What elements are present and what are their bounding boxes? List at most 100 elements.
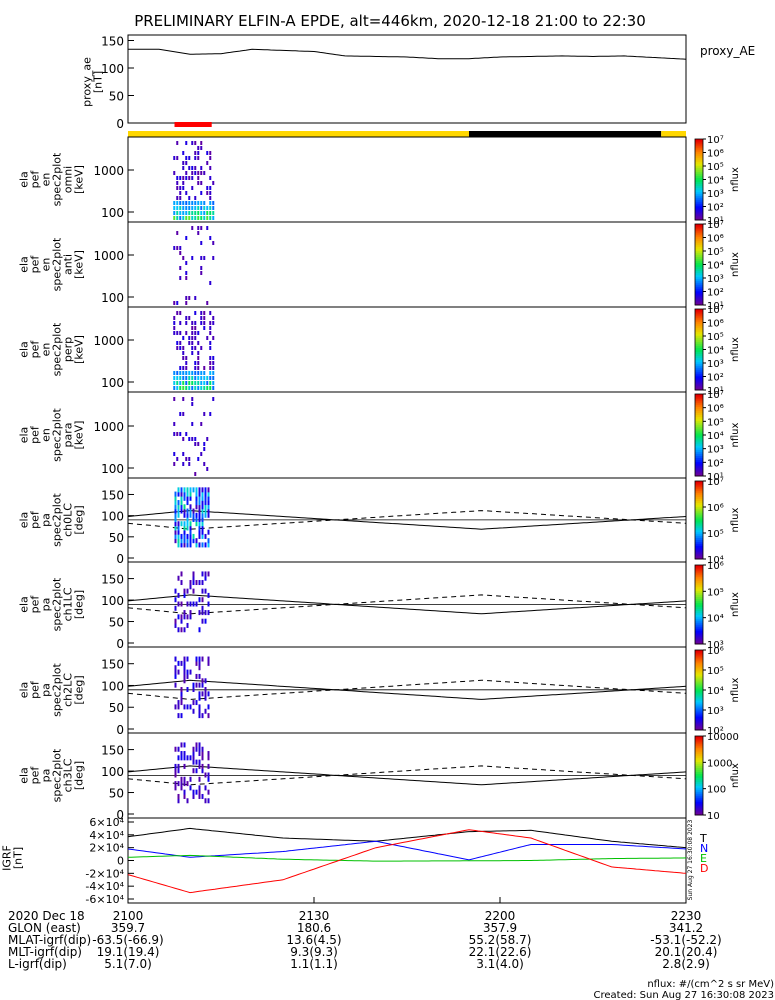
spec-pixel (209, 376, 212, 380)
spec-pixel (200, 422, 203, 426)
spec-pixel (179, 412, 182, 416)
spec-colorbar-tick-label: 10⁴ (707, 431, 724, 442)
spec-pixel (179, 432, 182, 436)
pa-pixel (201, 597, 204, 603)
ae-ytick-label: 150 (101, 35, 124, 49)
spec-pixel (197, 171, 200, 175)
pa-pixel (177, 500, 180, 506)
pa-pixel (201, 678, 204, 684)
spec-pixel (179, 191, 182, 195)
pa-pixel (198, 610, 201, 616)
spec-pixel (206, 226, 209, 230)
spec-pixel (182, 376, 185, 380)
pa-colorbar-label: nflux (730, 763, 741, 788)
pa-colorbar-band (695, 668, 703, 671)
spec-pixel (188, 211, 191, 215)
spec-colorbar-tick-label: 10³ (707, 445, 724, 456)
spec-colorbar-band (695, 363, 703, 367)
spec-ytick-label: 1000 (93, 249, 124, 263)
pa-pixel (201, 610, 204, 616)
pa-pixel (183, 627, 186, 633)
pa-pixel (177, 538, 180, 544)
pa-colorbar-band (695, 565, 703, 568)
pa-pixel (186, 491, 189, 497)
spec-pixel (185, 171, 188, 175)
pa-ytick-label: 150 (101, 488, 124, 502)
pa-pixel (201, 504, 204, 510)
pa-pixel (198, 785, 201, 791)
spec-pixel (173, 432, 176, 436)
pa-pixel (201, 751, 204, 757)
spec-pixel (209, 361, 212, 365)
spec-colorbar-tick-label: 10² (707, 203, 724, 214)
igrf-line-E (127, 854, 687, 862)
pa-pixel (174, 533, 177, 539)
spec-colorbar-band (695, 441, 703, 444)
spec-pixel (188, 376, 191, 380)
pa-pixel (174, 673, 177, 679)
spec-panel-frame (127, 136, 687, 223)
spec-pixel (191, 397, 194, 401)
pa-pixel (198, 529, 201, 535)
spec-colorbar-band (695, 234, 703, 237)
spec-pixel (197, 151, 200, 155)
spec-pixel (176, 341, 179, 345)
pa-colorbar-band (695, 596, 703, 600)
spec-pixel (203, 201, 206, 205)
spec-pixel (197, 361, 200, 365)
spec-ytick-label: 100 (101, 462, 124, 476)
spec-pixel (209, 166, 212, 170)
spec-pixel (197, 211, 200, 215)
pa-pixel (204, 772, 207, 778)
spec-pixel (176, 301, 179, 305)
spec-pixel (194, 141, 197, 145)
spec-pixel (191, 176, 194, 180)
pa-pixel (192, 571, 195, 577)
spec-colorbar-band (695, 302, 703, 306)
pa-colorbar-band (695, 527, 703, 531)
spec-pixel (191, 206, 194, 210)
spec-colorbar-band (695, 416, 703, 420)
spec-pixel (203, 311, 206, 315)
spec-pixel (191, 166, 194, 170)
spec-pixel (194, 196, 197, 200)
spec-pixel (173, 397, 176, 401)
spec-colorbar-band (695, 469, 703, 473)
spec-pixel (197, 356, 200, 360)
pa-colorbar-band (695, 541, 703, 544)
spec-ylabel-line: ela (18, 341, 31, 358)
spec-colorbar-band (695, 449, 703, 452)
spec-colorbar-band (695, 177, 703, 180)
spec-colorbar-band (695, 149, 703, 152)
spec-colorbar-band (695, 418, 703, 422)
pa-colorbar-frame (694, 480, 704, 560)
spec-pixel (185, 432, 188, 436)
pa-pixel (177, 525, 180, 531)
pa-colorbar-band (695, 789, 703, 792)
spec-pixel (185, 366, 188, 370)
pa-colorbar-band (695, 749, 703, 753)
spec-colorbar-band (695, 147, 703, 150)
pa-pixel (204, 508, 207, 514)
pa-pixel (204, 695, 207, 701)
pa-ylabel-line: pa (40, 598, 53, 612)
pa-colorbar-band (695, 551, 703, 554)
spec-pixel (185, 301, 188, 305)
spec-colorbar-band (695, 191, 703, 195)
pa-loss-cone-line (127, 594, 687, 615)
spec-pixel (209, 366, 212, 370)
pa-colorbar-tick-label: 10⁵ (707, 529, 724, 540)
pa-pixel (198, 746, 201, 752)
spec-colorbar-band (695, 396, 703, 399)
spec-pixel (200, 171, 203, 175)
pa-pixel (177, 508, 180, 514)
spec-pixel (176, 206, 179, 210)
pa-pixel (186, 588, 189, 594)
pa-pixel (186, 614, 189, 620)
pa-pixel (189, 542, 192, 548)
spec-colorbar-band (695, 315, 703, 318)
spec-pixel (176, 176, 179, 180)
pa-pixel (192, 588, 195, 594)
pa-ytick-label: 150 (101, 658, 124, 672)
pa-colorbar-band (695, 781, 703, 784)
